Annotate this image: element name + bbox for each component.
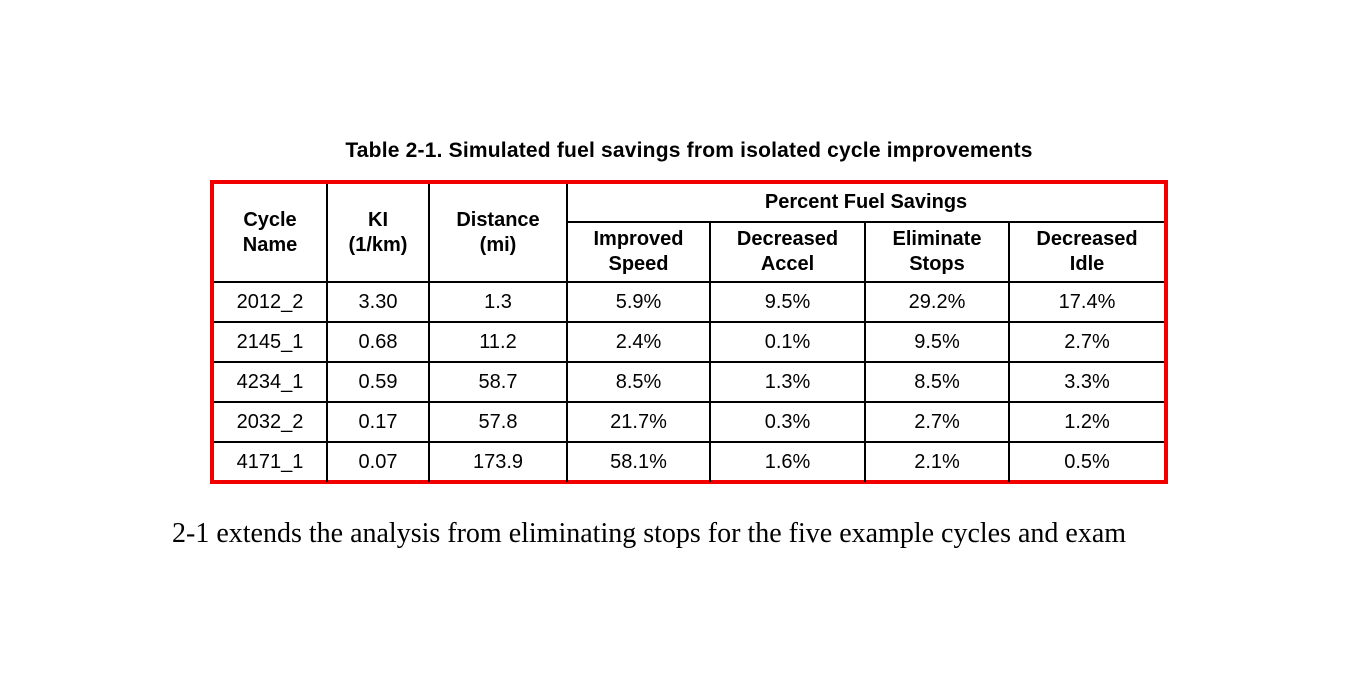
cell-cycle-name: 2145_1 [213, 321, 328, 363]
data-table: Cycle Name KI (1/km) Distance (mi) Perce… [213, 183, 1166, 483]
table-row: 2012_2 3.30 1.3 5.9% 9.5% 29.2% 17.4% [213, 281, 1166, 323]
cell-decreased-accel: 0.1% [709, 321, 866, 363]
cell-cycle-name: 4234_1 [213, 361, 328, 403]
cell-ki: 0.68 [326, 321, 430, 363]
cell-decreased-idle: 3.3% [1007, 361, 1166, 403]
header-distance: Distance (mi) [428, 183, 568, 283]
header-distance-line2: (mi) [479, 233, 517, 256]
header-cycle-name: Cycle Name [213, 183, 328, 283]
header-decreased-accel: Decreased Accel [709, 221, 866, 283]
cell-decreased-idle: 2.7% [1007, 321, 1166, 363]
cell-eliminate-stops: 8.5% [864, 361, 1010, 403]
cell-ki: 0.07 [326, 441, 430, 483]
cell-distance: 11.2 [428, 321, 568, 363]
cell-eliminate-stops: 9.5% [864, 321, 1010, 363]
table-caption: Table 2-1. Simulated fuel savings from i… [345, 139, 1033, 162]
header-cycle-name-line1: Cycle [243, 208, 297, 231]
cell-ki: 0.59 [326, 361, 430, 403]
header-improved-speed-line2: Speed [608, 253, 669, 275]
header-cycle-name-line2: Name [242, 233, 298, 256]
cell-cycle-name: 2012_2 [213, 281, 328, 323]
header-decreased-idle: Decreased Idle [1007, 221, 1166, 283]
body-text: 2-1 extends the analysis from eliminatin… [172, 518, 1127, 549]
table-row: 2032_2 0.17 57.8 21.7% 0.3% 2.7% 1.2% [213, 401, 1166, 443]
cell-distance: 1.3 [428, 281, 568, 323]
header-eliminate-stops: Eliminate Stops [864, 221, 1010, 283]
cell-improved-speed: 58.1% [566, 441, 711, 483]
cell-decreased-accel: 1.6% [709, 441, 866, 483]
table-row: 4234_1 0.59 58.7 8.5% 1.3% 8.5% 3.3% [213, 361, 1166, 403]
cell-distance: 58.7 [428, 361, 568, 403]
cell-ki: 3.30 [326, 281, 430, 323]
header-improved-speed-line1: Improved [593, 228, 684, 250]
cell-ki: 0.17 [326, 401, 430, 443]
cell-decreased-idle: 1.2% [1007, 401, 1166, 443]
cell-improved-speed: 5.9% [566, 281, 711, 323]
header-decreased-accel-line2: Accel [760, 253, 815, 275]
header-ki-line2: (1/km) [348, 233, 408, 256]
cell-decreased-idle: 0.5% [1007, 441, 1166, 483]
header-decreased-accel-line1: Decreased [736, 228, 839, 250]
table-row: 4171_1 0.07 173.9 58.1% 1.6% 2.1% 0.5% [213, 441, 1166, 483]
cell-cycle-name: 4171_1 [213, 441, 328, 483]
cell-improved-speed: 8.5% [566, 361, 711, 403]
cell-decreased-accel: 9.5% [709, 281, 866, 323]
header-ki-line1: KI [368, 208, 388, 231]
cell-distance: 173.9 [428, 441, 568, 483]
cell-distance: 57.8 [428, 401, 568, 443]
cell-cycle-name: 2032_2 [213, 401, 328, 443]
cell-decreased-idle: 17.4% [1007, 281, 1166, 323]
header-eliminate-stops-line1: Eliminate [892, 228, 982, 250]
header-distance-line1: Distance [456, 208, 540, 231]
cell-improved-speed: 2.4% [566, 321, 711, 363]
header-ki: KI (1/km) [326, 183, 430, 283]
header-eliminate-stops-line2: Stops [909, 253, 965, 275]
header-decreased-idle-line1: Decreased [1036, 228, 1138, 250]
cell-decreased-accel: 0.3% [709, 401, 866, 443]
cell-eliminate-stops: 2.1% [864, 441, 1010, 483]
header-decreased-idle-line2: Idle [1069, 253, 1105, 275]
cell-decreased-accel: 1.3% [709, 361, 866, 403]
header-percent-fuel-savings: Percent Fuel Savings [565, 183, 1166, 223]
header-improved-speed: Improved Speed [566, 221, 711, 283]
cell-eliminate-stops: 29.2% [864, 281, 1010, 323]
cell-improved-speed: 21.7% [566, 401, 711, 443]
cell-eliminate-stops: 2.7% [864, 401, 1010, 443]
table-row: 2145_1 0.68 11.2 2.4% 0.1% 9.5% 2.7% [213, 321, 1166, 363]
fuel-savings-table: Cycle Name KI (1/km) Distance (mi) Perce… [210, 180, 1168, 484]
